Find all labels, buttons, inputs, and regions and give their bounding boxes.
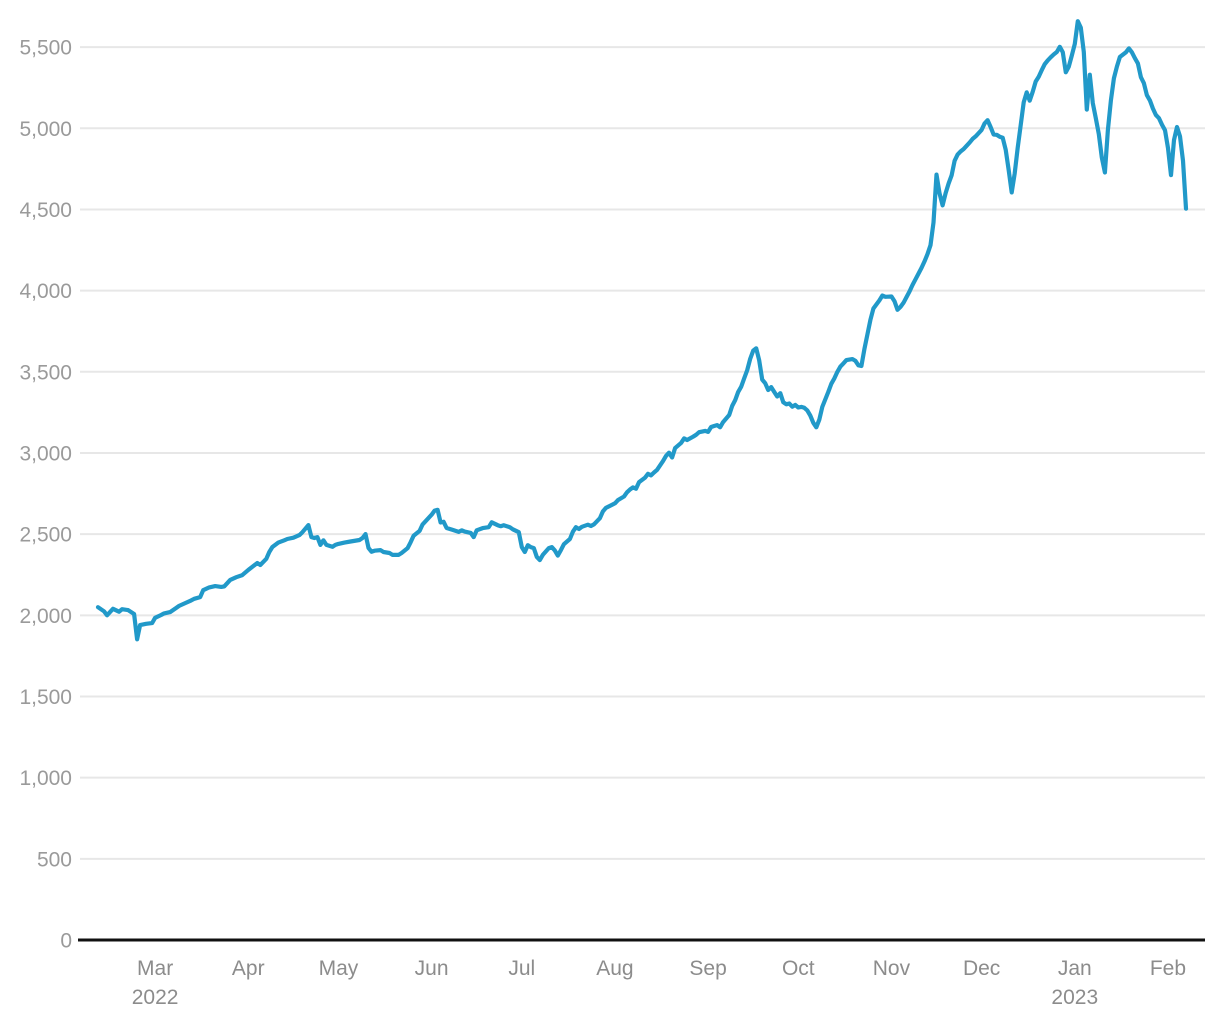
x-tick-label: Apr (232, 957, 265, 980)
y-tick-label: 3,500 (19, 361, 72, 384)
y-tick-label: 0 (60, 930, 72, 953)
series-line (95, 19, 1189, 642)
x-tick-label: Jan (1058, 957, 1092, 980)
x-tick-year-label: 2022 (132, 986, 179, 1009)
x-tick-label: Dec (963, 957, 1000, 980)
x-tick-label: Nov (873, 957, 911, 980)
gridlines (80, 46, 1205, 860)
x-tick-label: Jun (415, 957, 449, 980)
y-tick-label: 2,000 (19, 605, 72, 628)
x-tick-label: Oct (782, 957, 815, 980)
x-tick-label: Sep (689, 957, 726, 980)
x-tick-label: Aug (596, 957, 633, 980)
y-tick-label: 3,000 (19, 442, 72, 465)
series-group (95, 19, 1189, 642)
y-axis-labels: 0 500 1,000 1,500 2,000 2,500 3,000 3,500 4,000 4… (19, 37, 72, 953)
y-tick-label: 1,500 (19, 686, 72, 709)
x-tick-label: May (319, 957, 359, 980)
x-tick-label: Mar (137, 957, 173, 980)
y-tick-label: 5,500 (19, 37, 72, 60)
y-tick-label: 5,000 (19, 118, 72, 141)
y-tick-label: 4,500 (19, 199, 72, 222)
x-tick-year-label: 2023 (1051, 986, 1098, 1009)
y-tick-label: 500 (37, 848, 72, 871)
y-tick-label: 2,500 (19, 524, 72, 547)
y-tick-label: 1,000 (19, 767, 72, 790)
y-tick-label: 4,000 (19, 280, 72, 303)
x-axis-labels: Mar 2022 Apr May Jun Jul Aug Sep Oct Nov Dec Jan 202… (132, 957, 1186, 1009)
x-tick-label: Feb (1150, 957, 1186, 980)
x-tick-label: Jul (508, 957, 535, 980)
